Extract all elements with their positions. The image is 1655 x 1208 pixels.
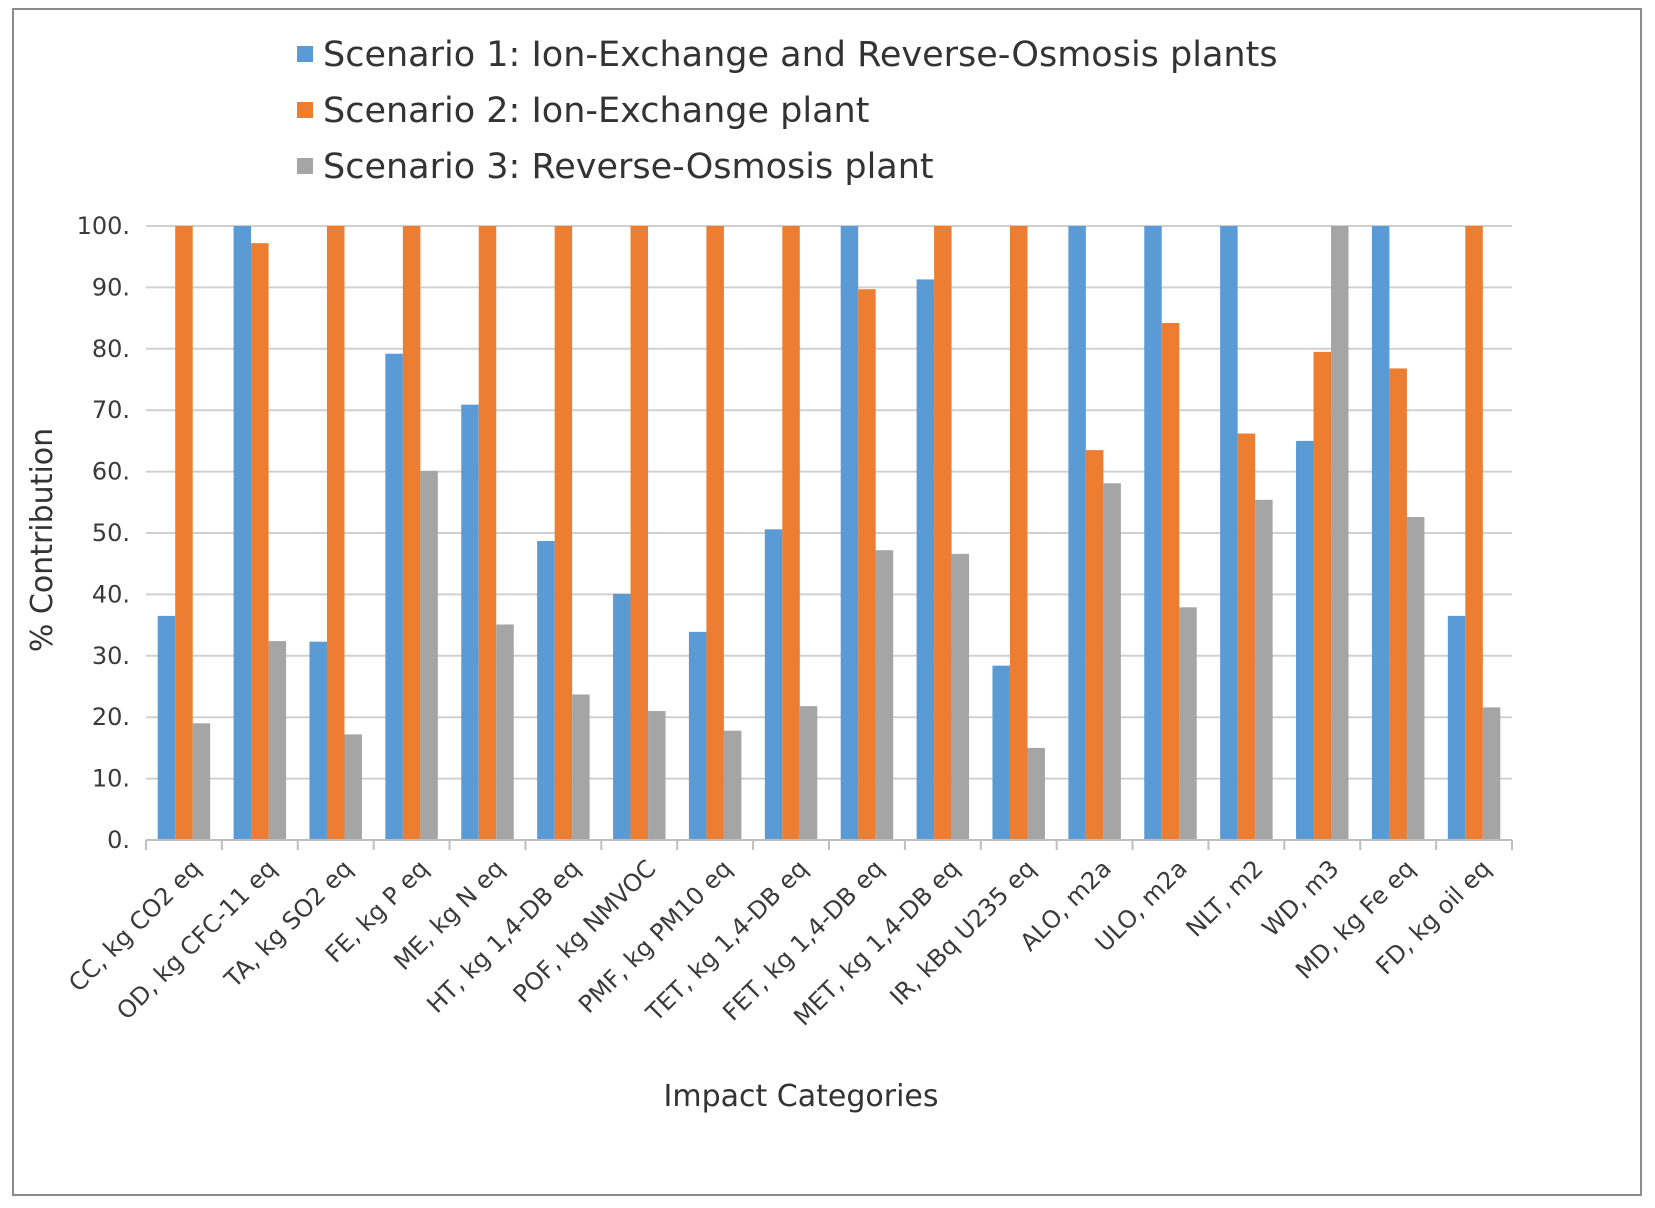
y-tick-label: 70. [92, 396, 130, 424]
legend-label-series1: Scenario 1: Ion-Exchange and Reverse-Osm… [323, 35, 1278, 75]
y-tick-labels: 0. 10. 20. 30. 40. 50. 60. 70. 80. 90. 100. [77, 212, 130, 854]
bar-series2-8 [706, 226, 724, 840]
bar-series3-17 [1406, 517, 1425, 840]
bars [157, 226, 1501, 841]
bar-series1-7 [613, 593, 631, 840]
bar-series2-15 [1237, 433, 1256, 840]
bar-series3-15 [1255, 499, 1273, 840]
bar-series3-12 [1027, 747, 1045, 840]
bar-series3-7 [648, 711, 666, 840]
bar-series2-5 [478, 226, 497, 840]
bar-series1-3 [309, 641, 327, 840]
bar-series2-14 [1161, 323, 1180, 841]
bar-series3-4 [420, 470, 438, 840]
gridlines [146, 225, 1512, 841]
bar-series2-12 [1009, 226, 1028, 840]
y-tick-label: 20. [92, 703, 130, 731]
bar-series3-8 [723, 730, 742, 840]
y-tick-label: 40. [92, 580, 130, 608]
x-tick-label: NLT, m2 [1181, 854, 1269, 942]
bar-series3-16 [1331, 226, 1349, 840]
x-tick-label: TA, kg SO2 eq [218, 854, 357, 993]
bar-series1-17 [1371, 226, 1390, 840]
legend-swatch-series1 [297, 46, 313, 62]
bar-series1-16 [1296, 440, 1314, 840]
y-tick-label: 90. [92, 273, 130, 301]
bar-series1-14 [1144, 226, 1162, 840]
bar-series1-11 [916, 279, 935, 841]
bar-series2-3 [326, 226, 345, 840]
bar-series3-2 [268, 641, 287, 840]
x-axis-title: Impact Categories [664, 1079, 939, 1114]
bar-series3-6 [572, 694, 590, 840]
chart-frame: 0. 10. 20. 30. 40. 50. 60. 70. 80. 90. 100. CC, kg… [12, 8, 1642, 1196]
bar-series1-18 [1447, 615, 1466, 840]
legend-swatch-series2 [297, 102, 313, 118]
bar-series1-15 [1220, 226, 1238, 840]
bar-series1-8 [688, 631, 707, 840]
bar-series3-5 [496, 624, 514, 840]
x-tick-label: POF, kg NMVOC [508, 854, 662, 1008]
legend-swatch-series3 [297, 158, 313, 174]
bar-series1-6 [537, 540, 555, 840]
bar-series2-9 [782, 226, 800, 840]
bar-series2-18 [1465, 226, 1483, 840]
bar-series1-12 [992, 665, 1010, 840]
bar-series1-13 [1068, 226, 1086, 840]
y-tick-label: 80. [92, 335, 130, 363]
bar-series3-3 [344, 734, 362, 840]
bar-chart: 0. 10. 20. 30. 40. 50. 60. 70. 80. 90. 100. CC, kg… [25, 35, 1513, 1114]
bar-series3-9 [799, 706, 818, 840]
bar-series2-6 [554, 226, 573, 840]
legend-label-series3: Scenario 3: Reverse-Osmosis plant [323, 147, 934, 187]
bar-series2-11 [934, 226, 952, 840]
bar-series2-17 [1389, 368, 1407, 840]
bar-series1-1 [157, 615, 176, 840]
y-tick-label: 0. [107, 826, 130, 854]
bar-series3-10 [875, 550, 894, 840]
axes [145, 839, 1513, 850]
y-tick-label: 60. [92, 458, 130, 486]
bar-series3-18 [1482, 707, 1501, 840]
bar-series3-1 [192, 723, 211, 840]
bar-series2-4 [402, 226, 421, 840]
y-tick-label: 100. [77, 212, 130, 240]
y-axis-title: % Contribution [25, 428, 60, 652]
y-tick-label: 30. [92, 642, 130, 670]
bar-series2-7 [630, 226, 649, 840]
bar-series1-4 [385, 353, 403, 840]
bar-series2-2 [251, 243, 269, 840]
bar-series1-2 [233, 226, 252, 840]
bar-series3-11 [951, 553, 970, 840]
bar-series1-9 [764, 529, 783, 840]
x-tick-label: CC, kg CO2 eq [63, 854, 206, 997]
bar-series1-5 [461, 404, 479, 840]
bar-series2-13 [1085, 450, 1104, 840]
bar-series1-10 [840, 226, 859, 840]
y-tick-label: 50. [92, 519, 130, 547]
bar-series3-13 [1103, 483, 1121, 840]
bar-series2-10 [858, 289, 876, 840]
legend: Scenario 1: Ion-Exchange and Reverse-Osm… [297, 35, 1278, 187]
legend-label-series2: Scenario 2: Ion-Exchange plant [323, 91, 869, 131]
bar-series2-16 [1313, 351, 1332, 840]
y-tick-label: 10. [92, 765, 130, 793]
bar-series3-14 [1179, 607, 1197, 840]
bar-series2-1 [175, 226, 193, 840]
